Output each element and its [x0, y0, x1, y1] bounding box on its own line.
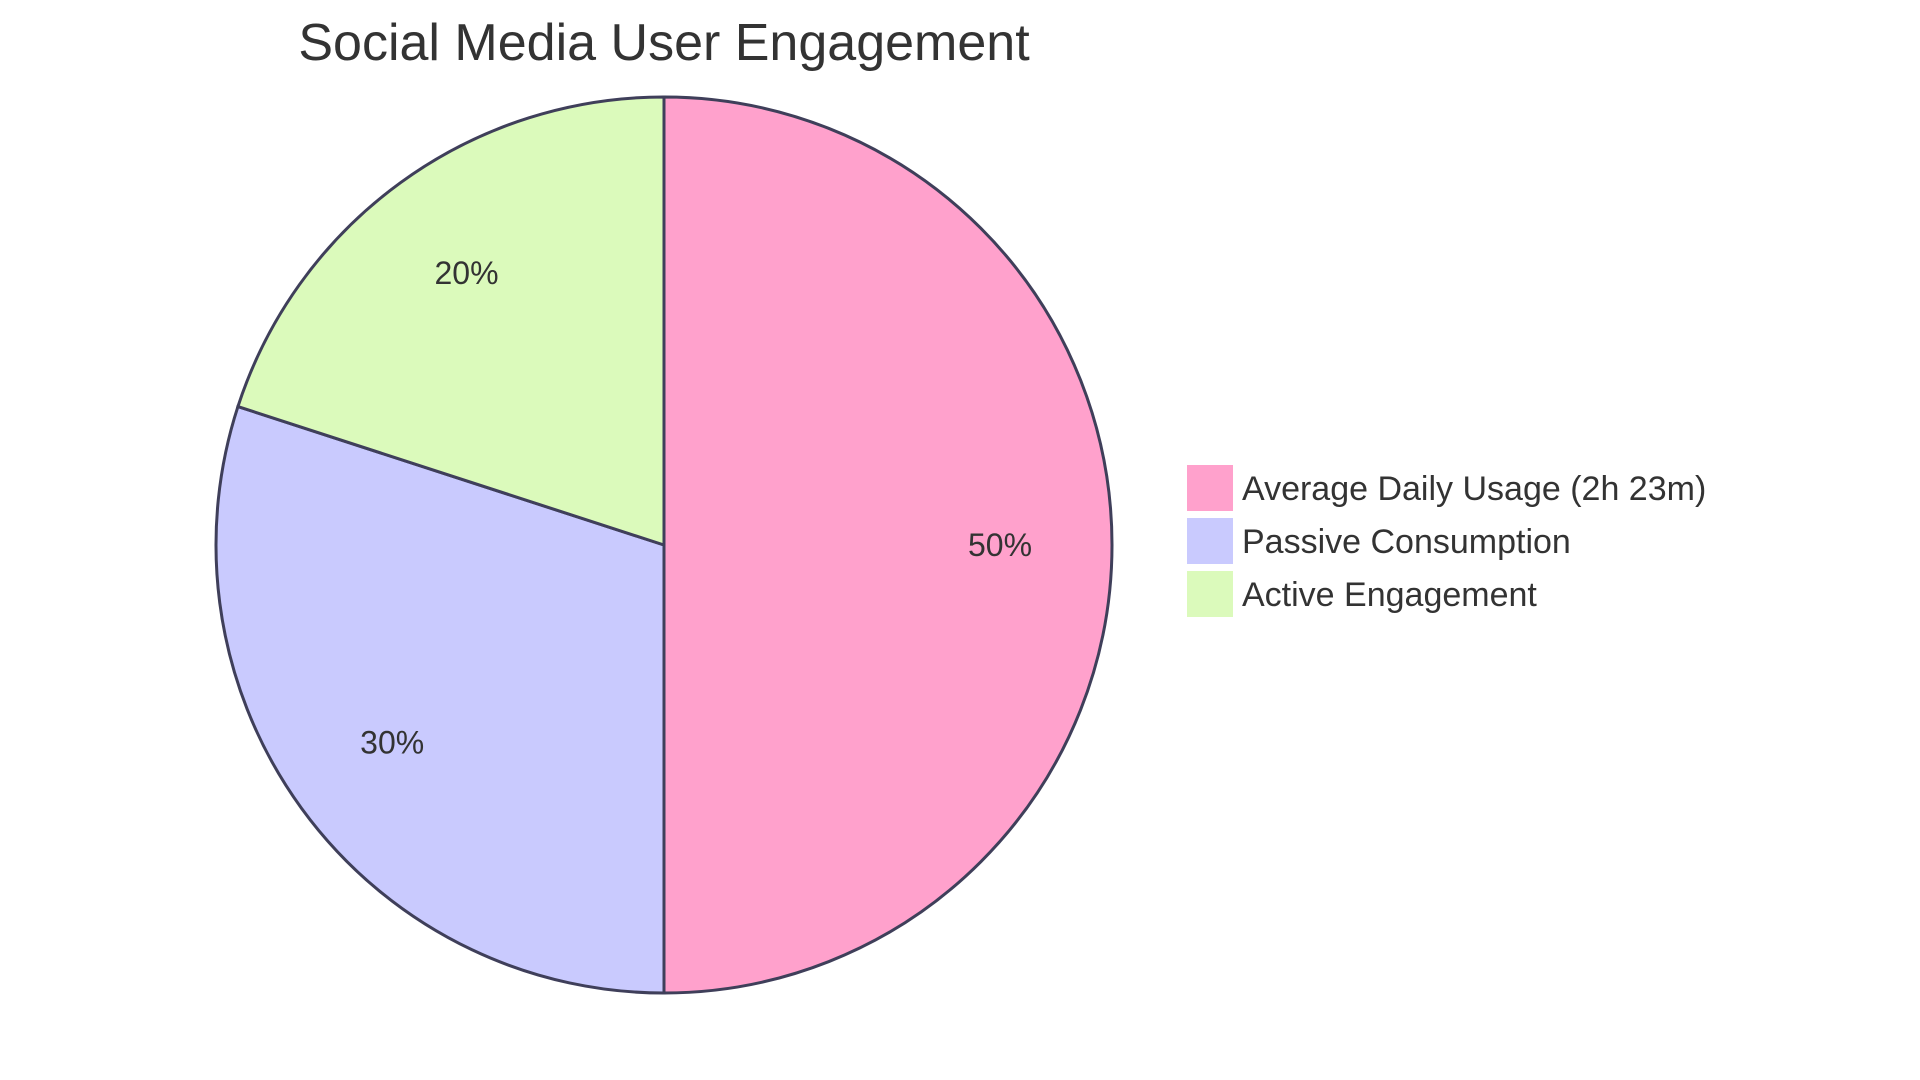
- chart-title: Social Media User Engagement: [298, 14, 1030, 72]
- pie-slice-1: [214, 404, 666, 995]
- legend-swatch: [1187, 465, 1233, 511]
- legend-label: Passive Consumption: [1242, 523, 1571, 561]
- pie-slice-0: [662, 95, 1114, 995]
- legend-swatch: [1187, 518, 1233, 564]
- legend-label: Active Engagement: [1242, 576, 1537, 614]
- legend-item-active-engagement: Active Engagement: [1187, 571, 1537, 617]
- slice-label-active-engagement: 20%: [434, 255, 498, 291]
- pie-slice-2: [236, 95, 666, 548]
- legend-swatch: [1187, 571, 1233, 617]
- pie-slice-labels: 50% 30% 20%: [360, 255, 1032, 760]
- slice-label-passive-consumption: 30%: [360, 724, 424, 760]
- pie-slices: [214, 95, 1114, 995]
- legend-label: Average Daily Usage (2h 23m): [1242, 470, 1706, 508]
- legend: Average Daily Usage (2h 23m) Passive Con…: [1187, 465, 1706, 617]
- legend-item-average-daily-usage: Average Daily Usage (2h 23m): [1187, 465, 1706, 511]
- legend-item-passive-consumption: Passive Consumption: [1187, 518, 1571, 564]
- slice-label-average-daily-usage: 50%: [968, 527, 1032, 563]
